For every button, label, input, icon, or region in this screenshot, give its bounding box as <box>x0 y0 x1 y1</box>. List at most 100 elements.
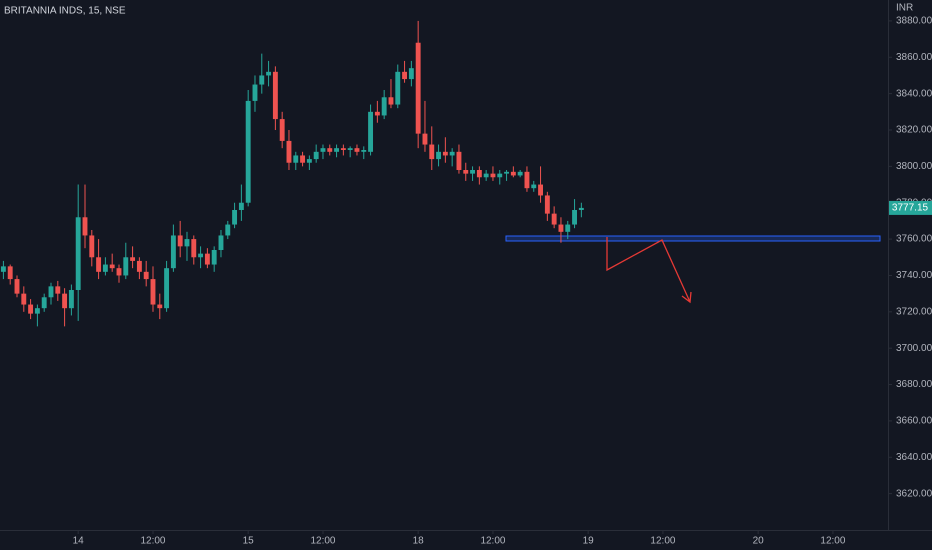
candle-body <box>565 224 571 232</box>
candle-body <box>150 279 156 305</box>
candle-body <box>21 293 27 305</box>
x-tick-label: 20 <box>753 536 765 547</box>
candle-body <box>41 297 47 309</box>
candle-body <box>456 151 462 170</box>
candle-body <box>259 75 265 85</box>
chart-title: BRITANNIA INDS, 15, NSE <box>4 6 126 17</box>
y-tick-label: 3820.00 <box>896 125 932 136</box>
candle-body <box>408 68 414 80</box>
y-tick-label: 3880.00 <box>896 16 932 27</box>
candle-body <box>340 148 346 150</box>
candle-body <box>102 264 108 272</box>
candle-body <box>225 224 231 236</box>
candle-body <box>388 97 394 105</box>
candle-body <box>327 148 333 152</box>
candle-body <box>470 170 476 174</box>
candle-body <box>252 84 258 101</box>
candle-body <box>34 308 40 314</box>
candle-body <box>143 271 149 280</box>
candle-body <box>55 286 61 294</box>
support-zone <box>505 235 881 242</box>
candle-body <box>204 253 210 265</box>
candle-body <box>463 170 469 174</box>
candle-body <box>279 119 285 141</box>
y-tick-label: 3680.00 <box>896 379 932 390</box>
candle-body <box>476 170 482 178</box>
candle-body <box>381 97 387 116</box>
candle-body <box>374 111 380 116</box>
candle-body <box>123 257 129 276</box>
x-tick-label: 12:00 <box>310 536 335 547</box>
candle-body <box>306 159 312 163</box>
candle-body <box>300 155 306 163</box>
candle-body <box>170 235 176 269</box>
y-tick-label: 3840.00 <box>896 88 932 99</box>
y-tick-label: 3660.00 <box>896 416 932 427</box>
candle-body <box>164 268 170 309</box>
candle-body <box>136 260 142 272</box>
projection-arrowhead <box>681 291 692 304</box>
candle-body <box>538 184 543 196</box>
x-tick-label: 12:00 <box>650 536 675 547</box>
candle-body <box>116 268 122 276</box>
candle-body <box>544 195 550 214</box>
candle-body <box>524 171 530 189</box>
x-tick-label: 18 <box>413 536 425 547</box>
last-price-box <box>889 200 932 215</box>
y-tick-label: 3640.00 <box>896 452 932 463</box>
candle-body <box>75 217 81 290</box>
candle-body <box>531 184 537 189</box>
x-tick-label: 12:00 <box>140 536 165 547</box>
candle-body <box>266 71 272 76</box>
candle-body <box>286 140 292 163</box>
candle-body <box>551 213 557 225</box>
candle-body <box>354 148 360 152</box>
x-tick-label: 12:00 <box>820 536 845 547</box>
candle-body <box>572 210 577 225</box>
candle-body <box>28 304 34 314</box>
y-tick-label: 3800.00 <box>896 161 932 172</box>
candle-body <box>14 279 20 294</box>
candle-body <box>245 100 251 203</box>
x-tick-label: 14 <box>73 536 85 547</box>
candle-body <box>436 151 442 160</box>
candle-body <box>0 266 6 272</box>
candle-body <box>198 253 204 258</box>
y-tick-label: 3740.00 <box>896 270 932 281</box>
candle-body <box>89 235 95 258</box>
candle-body <box>211 250 217 265</box>
candle-body <box>238 202 244 210</box>
candle-body <box>361 150 367 152</box>
candle-body <box>334 148 340 152</box>
candle-body <box>368 111 374 152</box>
candle-body <box>96 257 102 272</box>
candle-body <box>422 133 428 145</box>
candle-body <box>510 171 516 176</box>
candle-body <box>109 264 115 269</box>
candle-body <box>48 286 54 298</box>
projection-path <box>606 237 691 303</box>
y-tick-label: 3720.00 <box>896 306 932 317</box>
candle-body <box>218 235 224 250</box>
candle-body <box>293 155 299 163</box>
candle-body <box>429 144 435 160</box>
candle-body <box>449 151 455 156</box>
candle-body <box>7 266 13 280</box>
candle-body <box>177 235 183 247</box>
candle-body <box>82 217 88 236</box>
last-price-label: 3777.15 <box>892 203 929 214</box>
candle-body <box>232 210 238 225</box>
currency-label: INR <box>896 3 913 14</box>
candle-body <box>272 71 278 120</box>
candle-body <box>184 239 190 247</box>
candle-body <box>483 173 489 178</box>
candle-body <box>517 171 523 176</box>
x-tick-label: 15 <box>243 536 255 547</box>
candle-body <box>490 173 496 178</box>
x-tick-label: 12:00 <box>480 536 505 547</box>
y-tick-label: 3860.00 <box>896 52 932 63</box>
y-tick-label: 3700.00 <box>896 343 932 354</box>
y-tick-label: 3620.00 <box>896 488 932 499</box>
